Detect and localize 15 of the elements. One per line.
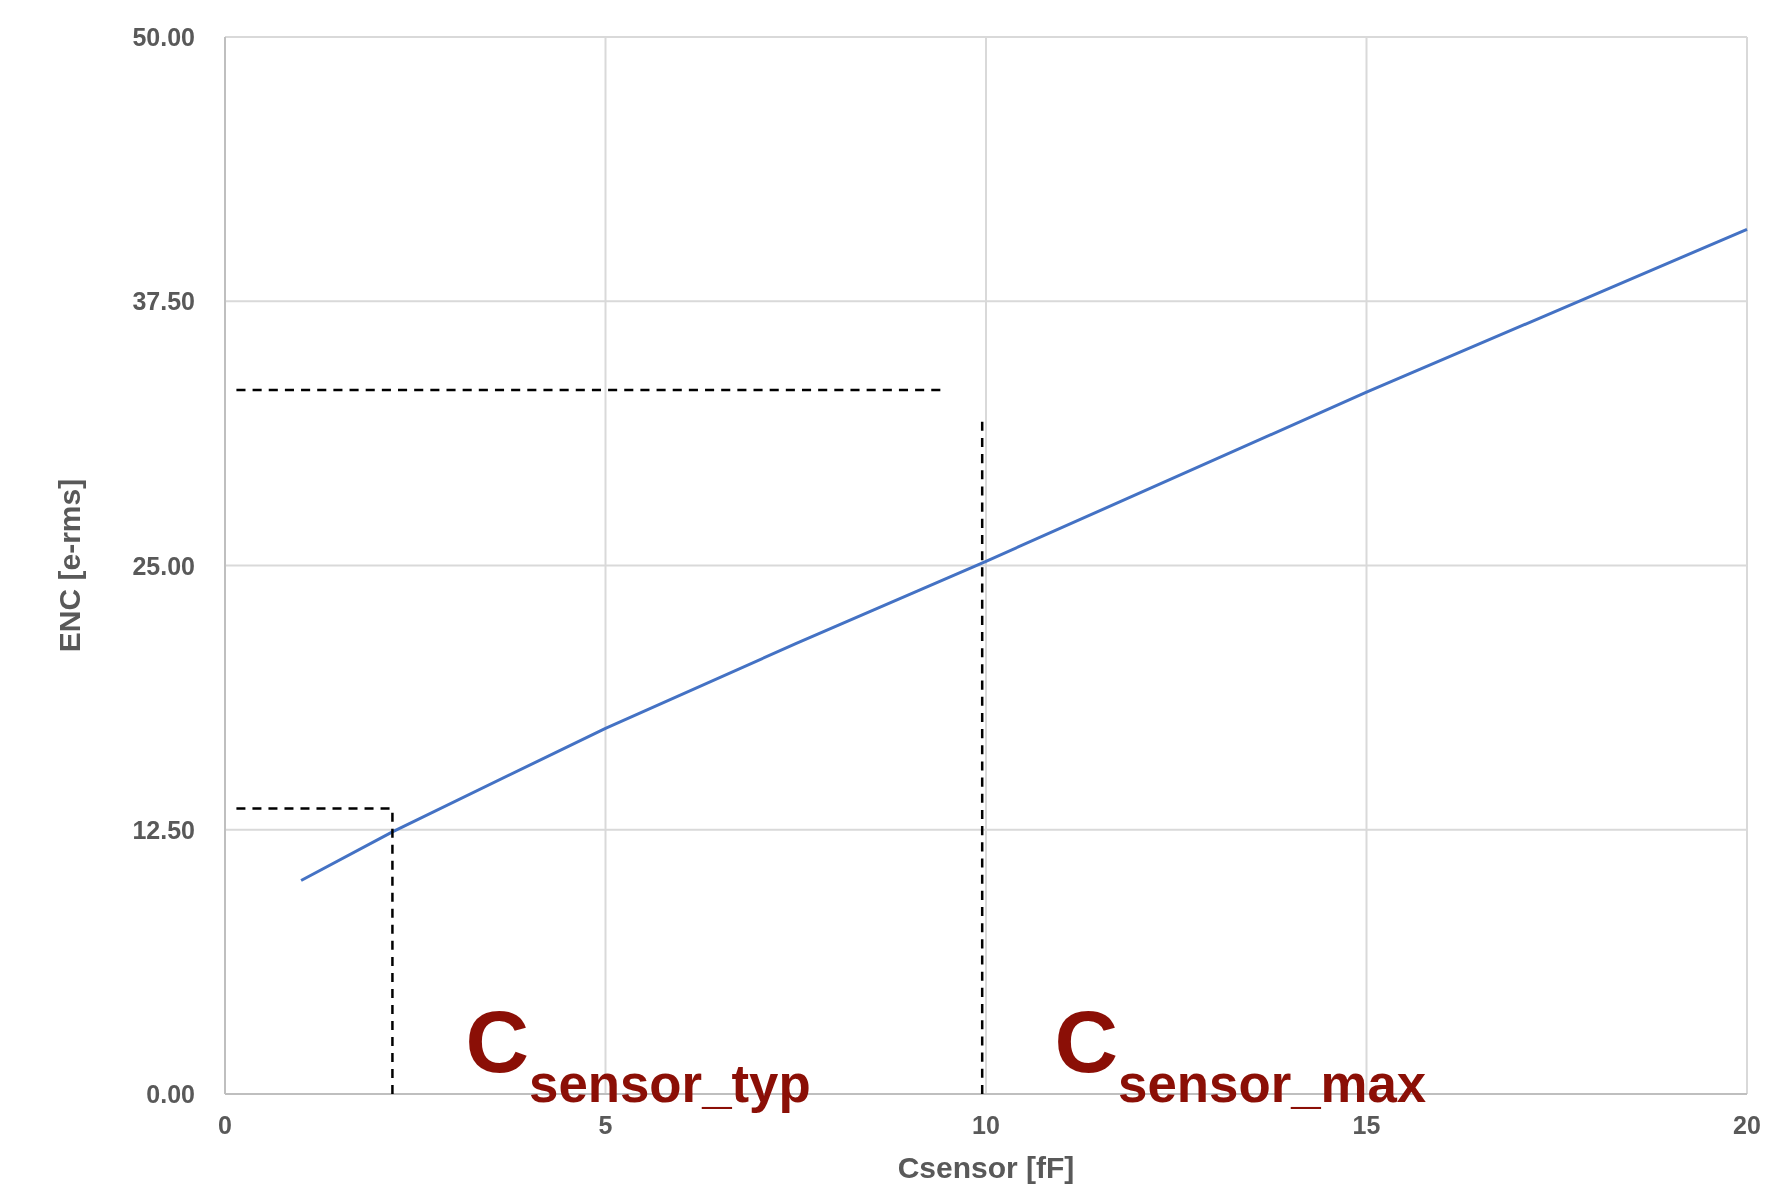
x-tick-label: 20 (1733, 1111, 1761, 1139)
y-tick-label: 0.00 (146, 1080, 195, 1108)
x-tick-label: 10 (972, 1111, 1000, 1139)
y-tick-label: 50.00 (132, 23, 195, 51)
x-tick-label: 15 (1352, 1111, 1381, 1139)
y-tick-label: 12.50 (132, 815, 195, 844)
annotation: C$_{sensor_typ}$ (465, 992, 811, 1113)
x-axis-title: Csensor [fF] (897, 1151, 1075, 1184)
y-tick-label: 25.00 (132, 551, 195, 580)
annotation: C$_{sensor_max}$ (1054, 992, 1427, 1113)
line-series (299, 227, 1749, 882)
x-tick-label: 0 (218, 1111, 232, 1139)
y-axis-title: ENC [e-rms] (53, 478, 86, 653)
y-tick-label: 37.50 (132, 287, 195, 316)
x-tick-label: 5 (598, 1111, 613, 1139)
